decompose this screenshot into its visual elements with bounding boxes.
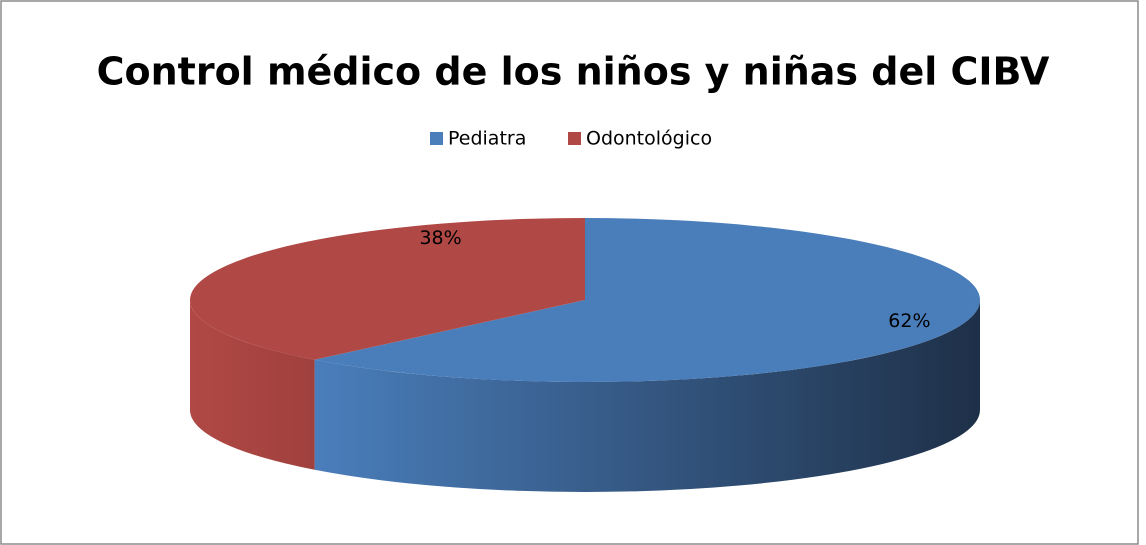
legend-swatch	[430, 132, 443, 145]
legend-swatch	[568, 132, 581, 145]
pie	[190, 218, 981, 492]
legend-label: Odontológico	[586, 128, 712, 150]
slice	[190, 218, 586, 360]
legend-label: Pediatra	[448, 128, 526, 150]
slice-side	[190, 300, 315, 470]
data-label: 38%	[419, 227, 461, 249]
slice-side	[314, 300, 980, 492]
slice	[314, 218, 981, 382]
data-label: 62%	[888, 310, 930, 332]
chart-title: Control médico de los niños y niñas del …	[97, 50, 1050, 94]
